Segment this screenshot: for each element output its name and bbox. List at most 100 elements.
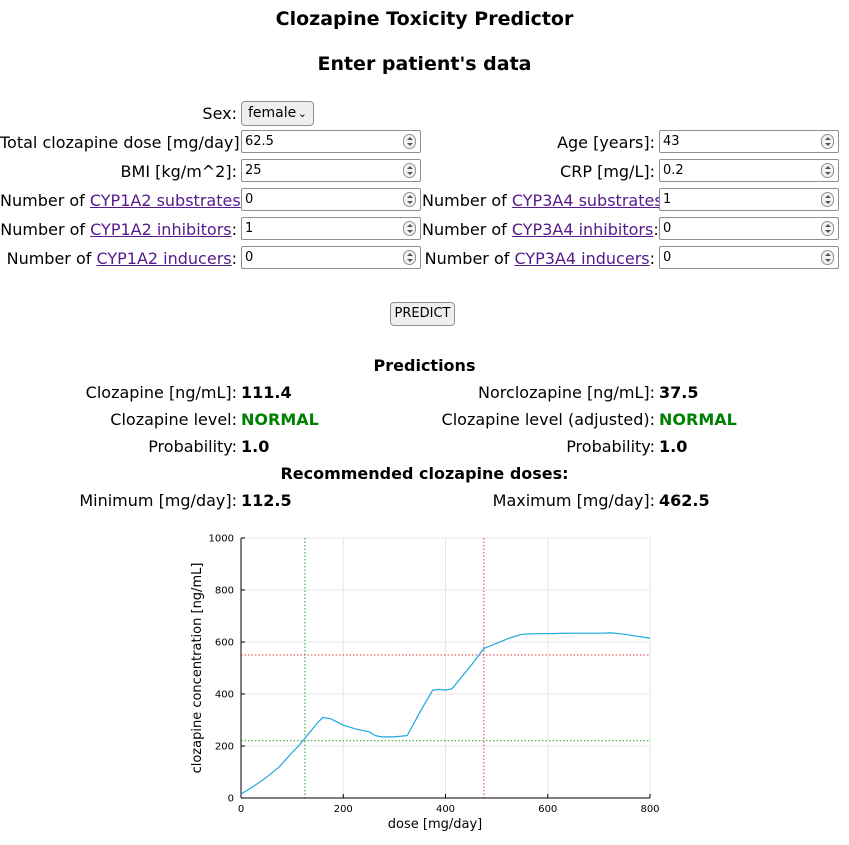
spinner-icon[interactable] xyxy=(403,163,416,178)
y-tick-label: 400 xyxy=(215,690,234,701)
x-tick-label: 400 xyxy=(436,804,455,815)
probability-label: Probability: xyxy=(148,437,237,456)
spinner-icon[interactable] xyxy=(403,192,416,207)
norclozapine-label: Norclozapine [ng/mL]: xyxy=(478,383,655,402)
y-tick-label: 200 xyxy=(215,742,234,753)
minimum-dose-value: 112.5 xyxy=(241,491,292,510)
number-of-text: Number of xyxy=(6,249,92,268)
cyp3a4-inhibitors-link[interactable]: CYP3A4 inhibitors xyxy=(511,220,654,239)
form-heading: Enter patient's data xyxy=(317,53,532,75)
cyp1a2-substrates-value: 0 xyxy=(245,192,254,207)
sex-select-value: female xyxy=(248,105,297,121)
cyp1a2-substrates-label: Number of CYP1A2 substrates: xyxy=(0,191,246,210)
y-tick-label: 1000 xyxy=(209,534,234,545)
clozapine-level-badge: NORMAL xyxy=(241,410,319,429)
cyp1a2-inducers-label: Number of CYP1A2 inducers: xyxy=(0,249,237,268)
age-input-value: 43 xyxy=(663,134,680,149)
cyp1a2-inhibitors-value: 1 xyxy=(245,221,254,236)
number-of-text: Number of xyxy=(422,191,507,210)
chart-series xyxy=(240,632,651,795)
cyp3a4-inducers-label: Number of CYP3A4 inducers: xyxy=(422,249,655,268)
cyp1a2-inhibitors-input[interactable]: 1 xyxy=(241,217,421,240)
cyp3a4-inhibitors-value: 0 xyxy=(663,221,672,236)
dose-input-value: 62.5 xyxy=(245,134,274,149)
cyp1a2-inhibitors-label: Number of CYP1A2 inhibitors: xyxy=(0,220,237,239)
probability-adjusted-value: 1.0 xyxy=(659,437,688,456)
cyp3a4-inducers-input[interactable]: 0 xyxy=(659,246,839,269)
concentration-line xyxy=(240,632,651,795)
app-title: Clozapine Toxicity Predictor xyxy=(275,8,574,30)
age-label: Age [years]: xyxy=(557,133,655,152)
cyp1a2-substrates-input[interactable]: 0 xyxy=(241,188,421,211)
clozapine-level-label: Clozapine level: xyxy=(110,410,237,429)
clozapine-label: Clozapine [ng/mL]: xyxy=(85,383,237,402)
cyp3a4-inducers-link[interactable]: CYP3A4 inducers xyxy=(514,249,650,268)
crp-input[interactable]: 0.2 xyxy=(659,159,839,182)
predictions-heading: Predictions xyxy=(373,356,476,375)
chart-ticks: 0 200 400 600 800 0 200 400 600 800 1000 xyxy=(209,534,660,816)
maximum-dose-label: Maximum [mg/day]: xyxy=(492,491,655,510)
cyp3a4-substrates-input[interactable]: 1 xyxy=(659,188,839,211)
chart-grid xyxy=(240,537,651,799)
norclozapine-value: 37.5 xyxy=(659,383,699,402)
predict-button[interactable]: PREDICT xyxy=(390,302,455,326)
y-axis-label: clozapine concentration [ng/mL] xyxy=(190,563,205,774)
chevron-down-icon: ⌄ xyxy=(297,107,307,120)
number-of-text: Number of xyxy=(0,220,86,239)
cyp3a4-substrates-link[interactable]: CYP3A4 substrates xyxy=(511,191,663,210)
colon-text: : xyxy=(653,220,659,239)
y-tick-label: 800 xyxy=(215,586,234,597)
crp-input-value: 0.2 xyxy=(663,163,684,178)
sex-select[interactable]: female ⌄ xyxy=(241,101,314,126)
x-tick-label: 600 xyxy=(538,804,557,815)
y-tick-label: 0 xyxy=(228,794,234,805)
dose-input[interactable]: 62.5 xyxy=(241,130,421,153)
probability-adjusted-label: Probability: xyxy=(566,437,655,456)
spinner-icon[interactable] xyxy=(403,221,416,236)
colon-text: : xyxy=(231,249,237,268)
number-of-text: Number of xyxy=(0,191,85,210)
number-of-text: Number of xyxy=(422,220,507,239)
cyp3a4-inhibitors-label: Number of CYP3A4 inhibitors: xyxy=(422,220,659,239)
x-tick-label: 0 xyxy=(238,804,244,815)
clozapine-level-adjusted-label: Clozapine level (adjusted): xyxy=(441,410,655,429)
cyp3a4-substrates-value: 1 xyxy=(663,192,672,207)
bmi-label: BMI [kg/m^2]: xyxy=(120,162,237,181)
clozapine-level-adjusted-badge: NORMAL xyxy=(659,410,737,429)
probability-value: 1.0 xyxy=(241,437,270,456)
cyp1a2-substrates-link[interactable]: CYP1A2 substrates xyxy=(89,191,241,210)
chart-reference-lines xyxy=(241,538,650,798)
spinner-icon[interactable] xyxy=(403,250,416,265)
cyp1a2-inducers-link[interactable]: CYP1A2 inducers xyxy=(96,249,232,268)
colon-text: : xyxy=(649,249,655,268)
y-tick-label: 600 xyxy=(215,638,234,649)
x-tick-label: 200 xyxy=(334,804,353,815)
colon-text: : xyxy=(231,220,237,239)
cyp1a2-inducers-value: 0 xyxy=(245,250,254,265)
x-axis-label: dose [mg/day] xyxy=(388,817,482,832)
spinner-icon[interactable] xyxy=(821,250,834,265)
cyp3a4-inducers-value: 0 xyxy=(663,250,672,265)
concentration-chart: 0 200 400 600 800 0 200 400 600 800 1000 dose [mg/… xyxy=(190,534,660,833)
minimum-dose-label: Minimum [mg/day]: xyxy=(79,491,237,510)
spinner-icon[interactable] xyxy=(821,221,834,236)
number-of-text: Number of xyxy=(424,249,510,268)
maximum-dose-value: 462.5 xyxy=(659,491,710,510)
age-input[interactable]: 43 xyxy=(659,130,839,153)
spinner-icon[interactable] xyxy=(821,134,834,149)
dose-label: Total clozapine dose [mg/day]: xyxy=(0,133,246,152)
cyp3a4-inhibitors-input[interactable]: 0 xyxy=(659,217,839,240)
spinner-icon[interactable] xyxy=(821,163,834,178)
cyp3a4-substrates-label: Number of CYP3A4 substrates: xyxy=(422,191,668,210)
spinner-icon[interactable] xyxy=(403,134,416,149)
clozapine-value: 111.4 xyxy=(241,383,292,402)
sex-label: Sex: xyxy=(202,104,237,123)
recommended-doses-heading: Recommended clozapine doses: xyxy=(280,464,569,483)
bmi-input[interactable]: 25 xyxy=(241,159,421,182)
crp-label: CRP [mg/L]: xyxy=(560,162,655,181)
bmi-input-value: 25 xyxy=(245,163,262,178)
spinner-icon[interactable] xyxy=(821,192,834,207)
cyp1a2-inducers-input[interactable]: 0 xyxy=(241,246,421,269)
x-tick-label: 800 xyxy=(640,804,659,815)
cyp1a2-inhibitors-link[interactable]: CYP1A2 inhibitors xyxy=(90,220,232,239)
